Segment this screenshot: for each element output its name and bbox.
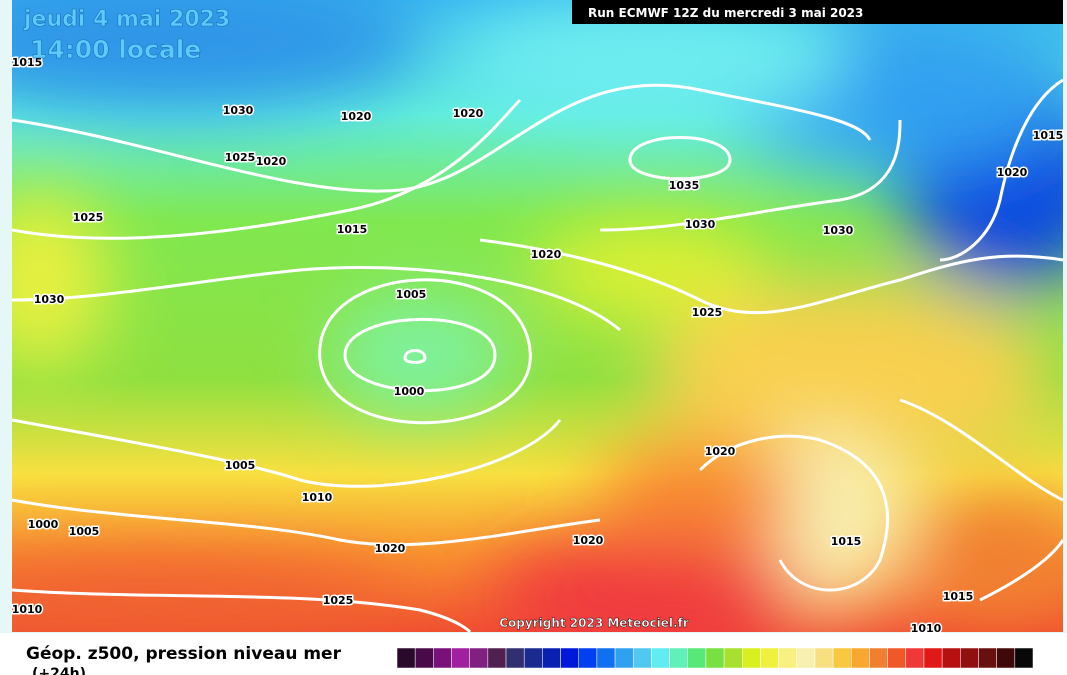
isobar-label: 1020 <box>375 542 406 555</box>
copyright: Copyright 2023 Meteociel.fr <box>499 616 689 630</box>
color-swatch <box>669 647 688 669</box>
color-swatch <box>1014 647 1034 669</box>
run-banner <box>572 0 1063 24</box>
color-swatch <box>742 647 761 669</box>
color-swatch <box>523 647 543 669</box>
isobar-label: 1020 <box>341 110 372 123</box>
isobar-label: 1030 <box>34 293 65 306</box>
color-swatch <box>542 647 561 669</box>
color-swatch <box>851 647 870 669</box>
color-swatch <box>887 647 907 669</box>
color-swatch <box>869 647 888 669</box>
isobar-label: 1025 <box>323 594 354 607</box>
color-swatch <box>778 647 798 669</box>
isobar-label: 1020 <box>453 107 484 120</box>
isobar-label: 1020 <box>705 445 736 458</box>
color-swatch <box>760 647 779 669</box>
color-swatch <box>596 647 616 669</box>
isobar-label: 1020 <box>531 248 562 261</box>
color-swatch <box>651 647 670 669</box>
isobar-label: 1020 <box>573 534 604 547</box>
color-swatch <box>451 647 470 669</box>
color-swatch <box>578 647 598 669</box>
isobar-label: 1015 <box>831 535 862 548</box>
isobar-label: 1010 <box>911 622 942 635</box>
color-swatch <box>433 647 452 669</box>
color-swatch <box>723 647 743 669</box>
isobar-label: 1025 <box>73 211 104 224</box>
color-swatch <box>978 647 997 669</box>
run-info: Run ECMWF 12Z du mercredi 3 mai 2023 <box>588 6 863 20</box>
isobar-label: 1025 <box>225 151 256 164</box>
color-swatch <box>814 647 834 669</box>
isobar-label: 1025 <box>692 306 723 319</box>
color-swatch <box>614 647 634 669</box>
isobar-label: 1035 <box>669 179 700 192</box>
color-swatch <box>469 647 489 669</box>
isobar-label: 1010 <box>302 491 333 504</box>
isobar-label: 1005 <box>225 459 256 472</box>
isobar-label: 1020 <box>256 155 287 168</box>
isobar-label: 1030 <box>685 218 716 231</box>
isobar-label: 1015 <box>337 223 368 236</box>
isobar-label: 1000 <box>28 518 59 531</box>
color-swatch <box>905 647 925 669</box>
color-swatch <box>941 647 961 669</box>
color-swatch <box>487 647 507 669</box>
isobar-label: 1030 <box>823 224 854 237</box>
color-swatch <box>705 647 725 669</box>
color-swatch <box>396 647 416 669</box>
colorbar <box>396 647 1034 669</box>
color-swatch <box>560 647 579 669</box>
isobar-label: 1020 <box>997 166 1028 179</box>
color-swatch <box>632 647 652 669</box>
color-swatch <box>832 647 852 669</box>
isobar-label: 1030 <box>223 104 254 117</box>
isobar-label: 1000 <box>394 385 425 398</box>
isobar-label: 1015 <box>943 590 974 603</box>
color-swatch <box>960 647 979 669</box>
isobar-label: 1015 <box>12 56 43 69</box>
color-swatch <box>996 647 1016 669</box>
map-time: 14:00 locale <box>30 35 201 64</box>
color-swatch <box>796 647 816 669</box>
isobar-label: 1015 <box>1033 129 1064 142</box>
color-swatch <box>687 647 707 669</box>
isobar-label: 1005 <box>69 525 100 538</box>
map-background <box>12 0 1063 632</box>
isobar-label: 1010 <box>12 603 43 616</box>
map-date: jeudi 4 mai 2023 <box>23 7 230 32</box>
color-swatch <box>414 647 434 669</box>
isobar-label: 1005 <box>396 288 427 301</box>
color-swatch <box>505 647 525 669</box>
legend-lead: (+24h) <box>32 666 86 675</box>
legend-title: Géop. z500, pression niveau mer <box>26 644 342 664</box>
color-swatch <box>923 647 943 669</box>
